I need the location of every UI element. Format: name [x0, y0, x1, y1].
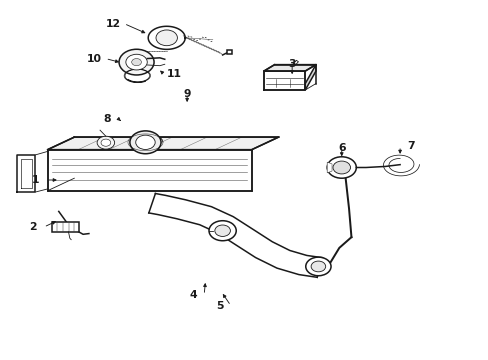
- Text: 4: 4: [189, 290, 197, 300]
- Circle shape: [208, 221, 236, 241]
- Text: 9: 9: [183, 89, 190, 99]
- Circle shape: [214, 225, 230, 237]
- Circle shape: [125, 54, 147, 70]
- Circle shape: [130, 131, 161, 154]
- Polygon shape: [305, 64, 315, 90]
- Text: 1: 1: [32, 175, 39, 185]
- Circle shape: [310, 261, 325, 272]
- Polygon shape: [326, 162, 331, 173]
- Text: 5: 5: [216, 301, 224, 311]
- Polygon shape: [52, 222, 79, 232]
- Circle shape: [136, 135, 155, 149]
- Text: 7: 7: [406, 141, 414, 151]
- Circle shape: [119, 49, 154, 75]
- Text: 11: 11: [166, 68, 181, 78]
- Polygon shape: [264, 64, 315, 71]
- Circle shape: [156, 30, 177, 46]
- Text: 12: 12: [105, 18, 121, 28]
- Circle shape: [305, 257, 330, 276]
- Polygon shape: [264, 71, 305, 90]
- Circle shape: [101, 139, 110, 146]
- Circle shape: [326, 157, 356, 178]
- Circle shape: [131, 59, 141, 66]
- Text: 10: 10: [87, 54, 102, 64]
- Circle shape: [97, 136, 114, 149]
- Polygon shape: [47, 137, 278, 150]
- Circle shape: [332, 161, 350, 174]
- Polygon shape: [47, 150, 251, 191]
- Text: 3: 3: [288, 59, 295, 68]
- Polygon shape: [227, 50, 232, 54]
- Text: 2: 2: [29, 222, 37, 232]
- Text: 6: 6: [337, 143, 345, 153]
- Text: 8: 8: [103, 113, 111, 123]
